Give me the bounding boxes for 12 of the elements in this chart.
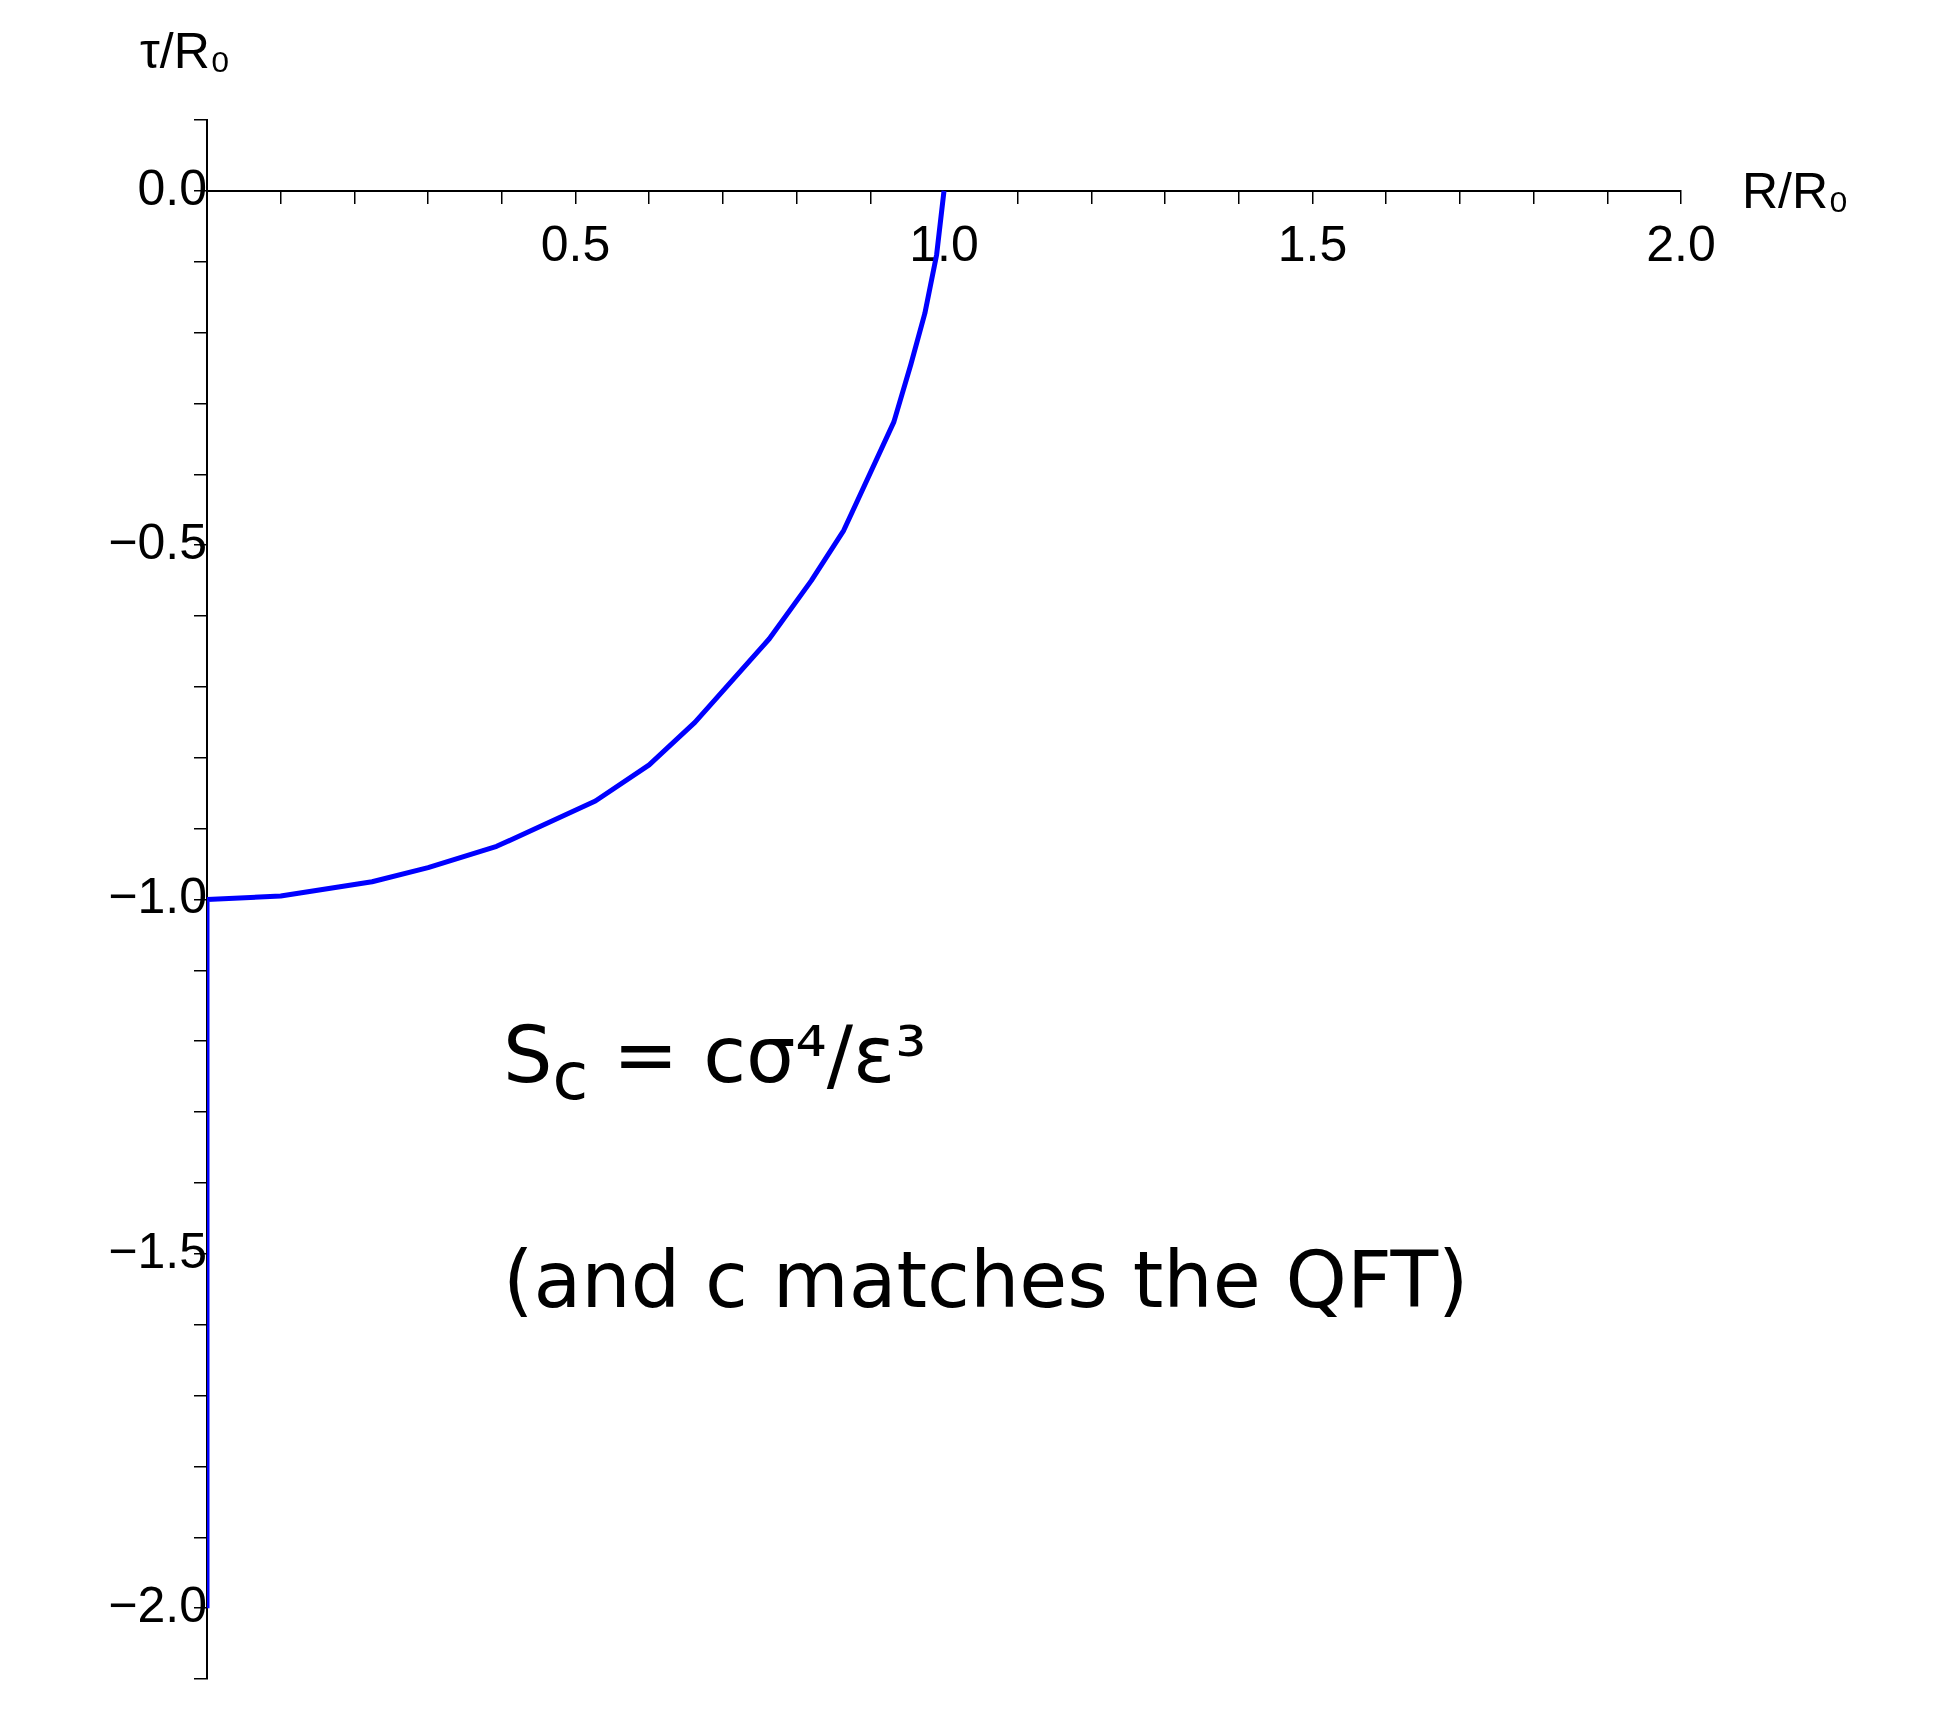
y-tick-label: 0.0: [137, 159, 207, 216]
x-axis-title: R/R₀: [1742, 162, 1849, 220]
y-tick-label: −0.5: [108, 513, 207, 570]
x-tick-label: 1.5: [1277, 215, 1348, 272]
x-tick-label: 0.5: [540, 215, 611, 272]
y-axis-title: τ/R₀: [140, 22, 231, 80]
y-tick-label: −1.5: [108, 1222, 207, 1279]
annotation: (and c matches the QFT): [503, 1235, 1469, 1325]
y-tick-label: −1.0: [108, 868, 207, 925]
x-tick-label: 2.0: [1646, 215, 1716, 272]
y-tick-label: −2.0: [108, 1576, 207, 1633]
annotation: S$_{c}$ = cσ⁴/ε³: [503, 1010, 927, 1114]
